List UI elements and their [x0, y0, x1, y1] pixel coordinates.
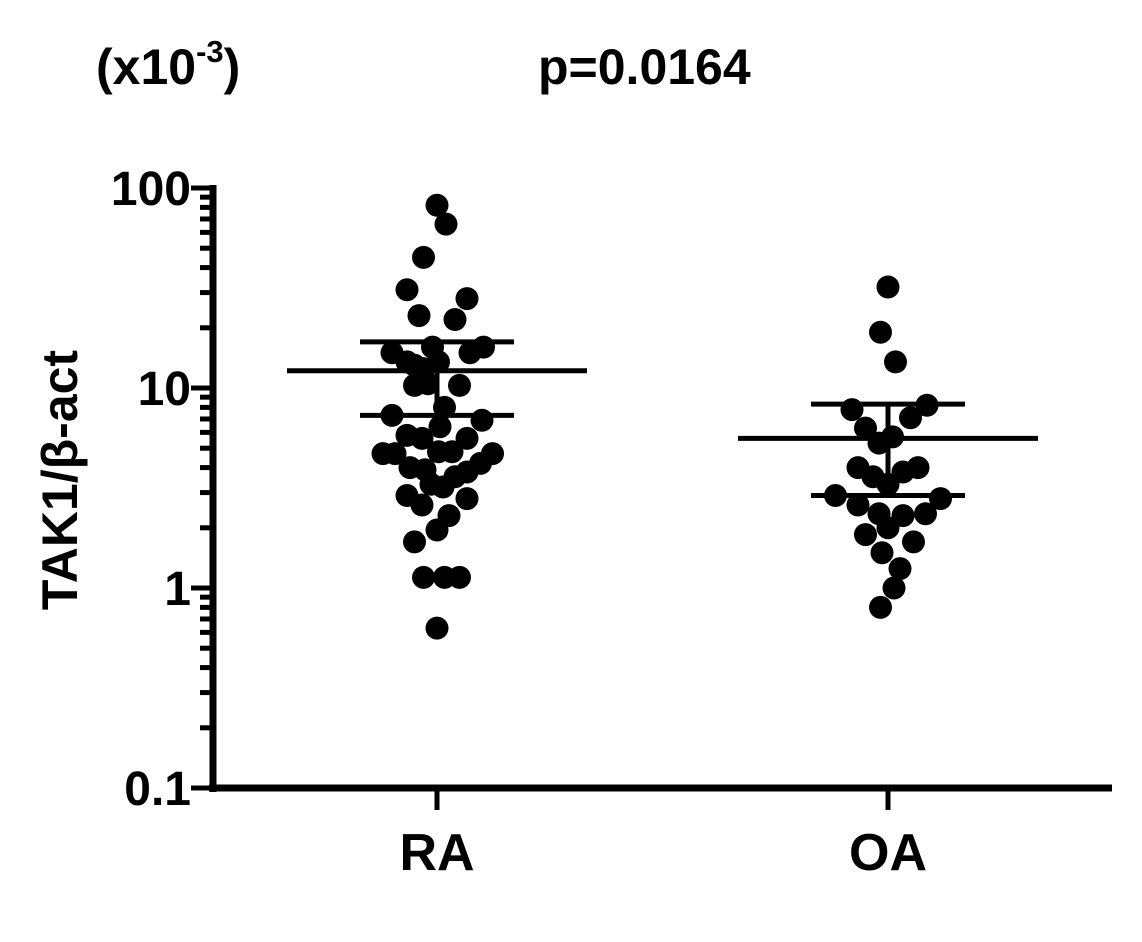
data-point-ra: [431, 475, 455, 499]
data-point-oa: [869, 595, 892, 619]
data-point-ra: [434, 212, 458, 236]
data-point-oa: [876, 516, 900, 540]
data-point-ra: [412, 565, 435, 589]
data-point-ra: [455, 460, 479, 484]
data-point-ra: [448, 373, 471, 397]
data-point-ra: [472, 335, 495, 359]
data-point-ra: [448, 565, 471, 589]
data-point-ra: [455, 287, 479, 311]
multiplier-label: (x10-3): [96, 34, 241, 96]
data-point-ra: [440, 440, 464, 464]
data-point-oa: [876, 275, 900, 299]
data-point-oa: [906, 456, 930, 480]
multiplier-prefix: (x10: [96, 39, 197, 95]
data-point-ra: [395, 278, 419, 302]
data-point-oa: [888, 557, 912, 581]
data-point-ra: [410, 493, 434, 517]
y-tick-label: 0.1: [124, 763, 191, 816]
data-point-ra: [428, 415, 452, 439]
data-point-oa: [902, 530, 925, 554]
p-value-annotation: p=0.0164: [538, 39, 751, 95]
multiplier-exponent: -3: [196, 34, 224, 70]
data-point-ra: [425, 616, 449, 640]
y-tick-label: 1: [164, 563, 191, 616]
x-tick-label: OA: [849, 824, 927, 882]
y-tick-label: 10: [138, 363, 191, 416]
data-point-oa: [929, 487, 952, 511]
data-point-oa: [854, 416, 877, 440]
data-point-oa: [899, 406, 922, 430]
data-point-ra: [443, 308, 467, 332]
x-tick-label: RA: [399, 824, 474, 882]
data-point-oa: [870, 541, 894, 565]
data-point-ra: [383, 442, 407, 466]
y-tick-label: 100: [111, 163, 191, 216]
data-point-ra: [425, 193, 449, 217]
data-point-ra: [455, 487, 479, 511]
data-point-ra: [455, 426, 479, 450]
data-point-oa: [854, 523, 877, 547]
data-point-oa: [884, 350, 907, 374]
multiplier-suffix: ): [223, 39, 241, 95]
data-point-ra: [407, 304, 431, 328]
data-point-oa: [869, 320, 892, 344]
data-point-ra: [425, 518, 449, 542]
data-point-ra: [403, 530, 426, 554]
data-point-ra: [416, 372, 440, 396]
data-point-oa: [846, 493, 870, 517]
data-point-oa: [914, 502, 937, 526]
data-point-ra: [470, 408, 494, 432]
data-point-ra: [410, 426, 434, 450]
data-point-oa: [840, 398, 864, 422]
data-point-oa: [882, 576, 906, 600]
data-point-ra: [412, 245, 435, 269]
